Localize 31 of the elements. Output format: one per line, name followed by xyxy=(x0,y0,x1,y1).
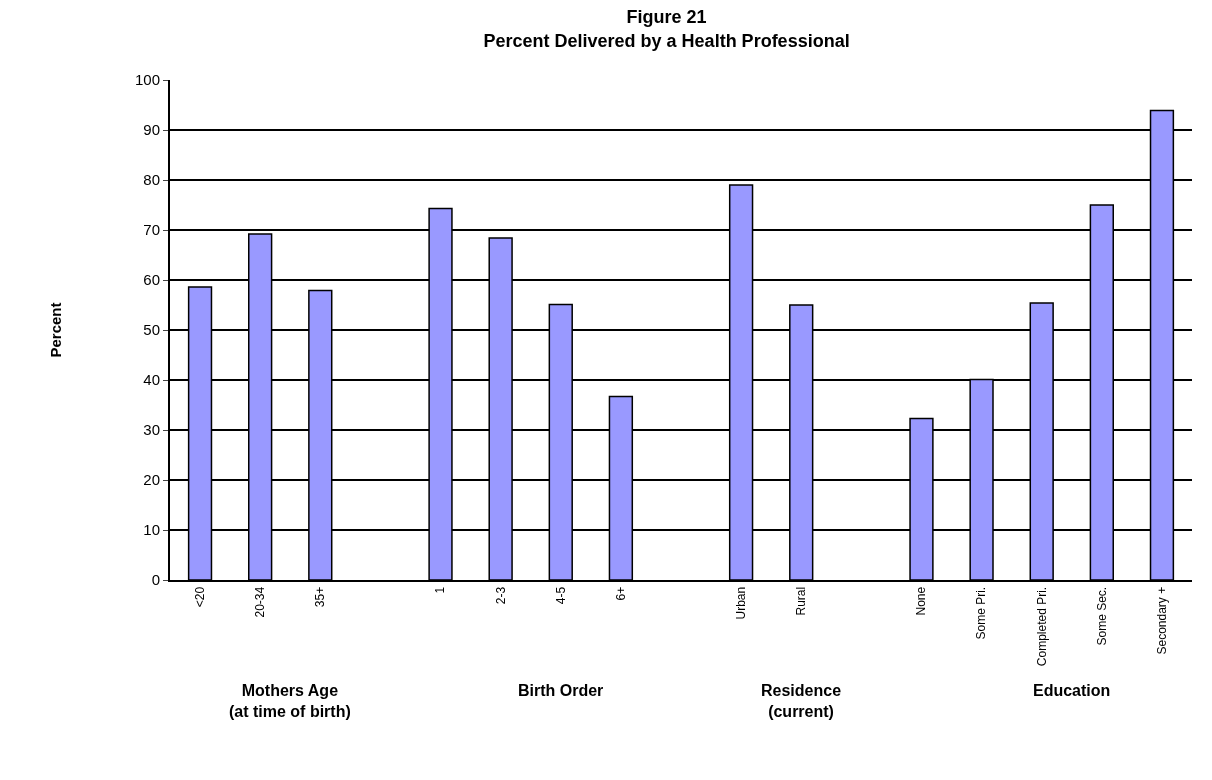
x-tick-label: <20 xyxy=(192,586,207,608)
x-tick-label: 2-3 xyxy=(493,586,508,605)
y-tick-label: 20 xyxy=(143,471,160,489)
y-tick-label: 100 xyxy=(134,71,160,89)
y-tick-label: 50 xyxy=(143,321,160,339)
chart-title: Figure 21 Percent Delivered by a Health Professional xyxy=(483,7,850,51)
x-tick-label: 4-5 xyxy=(553,586,568,605)
text: Education xyxy=(1033,682,1111,699)
text: Mothers Age (at time of birth) xyxy=(229,682,351,720)
x-tick-label: Some Pri. xyxy=(974,586,989,640)
y-axis-title: Percent xyxy=(46,302,64,358)
y-tick-label: 60 xyxy=(143,271,160,289)
text: Residence (current) xyxy=(761,682,842,720)
x-tick-label: Secondary + xyxy=(1154,586,1169,655)
y-tick-label: 90 xyxy=(143,121,160,139)
x-tick-label: Urban xyxy=(734,586,749,620)
x-tick-label: 6+ xyxy=(613,586,628,601)
y-tick-label: 0 xyxy=(151,571,160,589)
y-tick-label: 30 xyxy=(143,421,160,439)
x-tick-label: 35+ xyxy=(313,586,328,608)
y-tick-label: 80 xyxy=(143,171,160,189)
x-tick-label: None xyxy=(914,586,929,616)
y-tick-label: 40 xyxy=(143,371,160,389)
x-tick-label: Some Sec. xyxy=(1094,586,1109,646)
y-tick-label: 70 xyxy=(143,221,160,239)
x-tick-label: 1 xyxy=(433,586,448,594)
x-tick-label: 20-34 xyxy=(253,586,268,618)
y-tick-label: 10 xyxy=(143,521,160,539)
text: Birth Order xyxy=(518,682,604,699)
x-tick-label: Rural xyxy=(794,586,809,616)
x-tick-label: Completed Pri. xyxy=(1034,586,1049,667)
